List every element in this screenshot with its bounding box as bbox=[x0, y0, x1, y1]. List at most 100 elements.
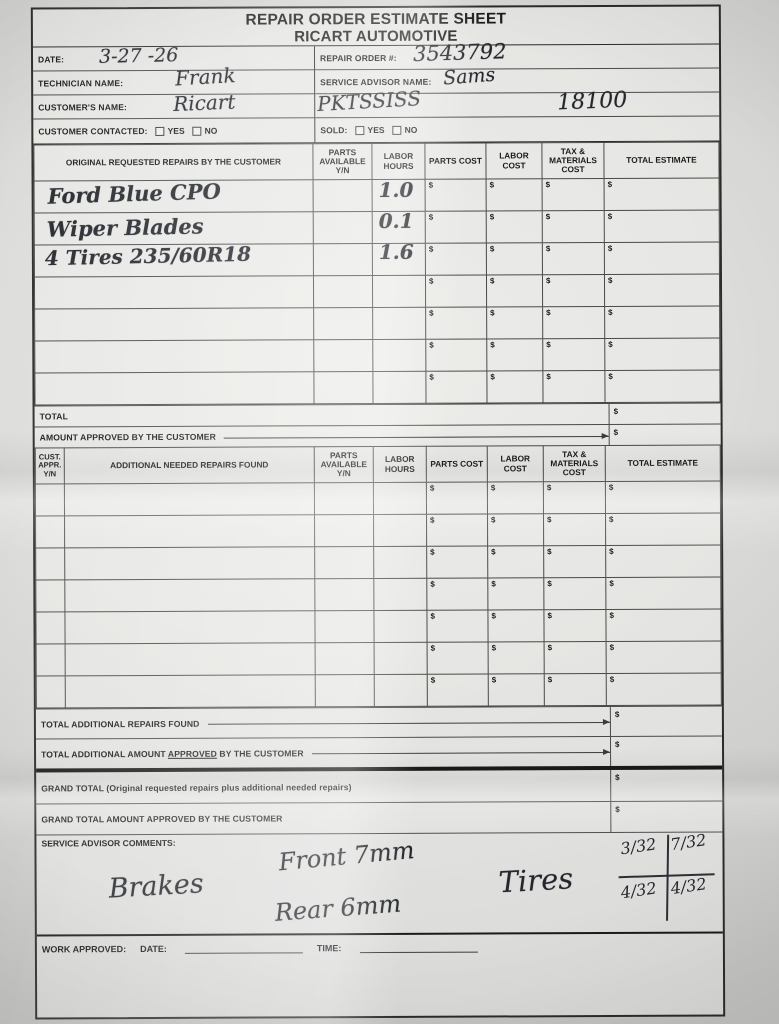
cell-total-estimate[interactable] bbox=[604, 306, 720, 339]
total-additional-approved-value[interactable] bbox=[609, 736, 723, 766]
cell-parts-available[interactable] bbox=[314, 546, 374, 579]
cell-total-estimate[interactable] bbox=[605, 577, 721, 610]
cell-labor-cost[interactable] bbox=[486, 274, 543, 308]
cell-labor-cost[interactable] bbox=[487, 513, 544, 547]
cell-description[interactable] bbox=[34, 275, 314, 309]
cell-description[interactable] bbox=[64, 546, 315, 580]
table-row[interactable] bbox=[36, 641, 722, 676]
cell-labor-hours[interactable] bbox=[372, 371, 427, 404]
cell-tax-materials-cost[interactable] bbox=[542, 338, 605, 371]
cell-labor-hours[interactable] bbox=[372, 275, 426, 308]
cell-parts-cost[interactable] bbox=[425, 275, 487, 308]
original-approved-value[interactable] bbox=[608, 424, 721, 445]
cell-description[interactable] bbox=[64, 610, 316, 644]
cell-total-estimate[interactable] bbox=[604, 274, 720, 307]
cell-tax-materials-cost[interactable] bbox=[542, 242, 605, 275]
cell-description[interactable] bbox=[64, 578, 315, 612]
cell-parts-cost[interactable] bbox=[427, 674, 489, 707]
cell-parts-available[interactable] bbox=[315, 642, 375, 675]
cell-labor-hours[interactable] bbox=[372, 339, 426, 372]
cell-tax-materials-cost[interactable] bbox=[543, 545, 606, 578]
cell-parts-available[interactable] bbox=[315, 674, 375, 707]
cell-labor-hours[interactable] bbox=[372, 307, 426, 340]
cell-labor-cost[interactable] bbox=[486, 242, 543, 276]
cell-description[interactable]: 4 Tires 235/60R18 bbox=[34, 242, 314, 277]
cell-cust-appr[interactable] bbox=[35, 515, 65, 548]
cell-parts-cost[interactable] bbox=[425, 339, 487, 372]
cell-parts-available[interactable] bbox=[314, 610, 375, 643]
cell-labor-hours[interactable] bbox=[374, 642, 428, 675]
table-row[interactable] bbox=[34, 274, 720, 309]
cell-labor-hours[interactable] bbox=[373, 578, 427, 611]
total-additional-repairs-value[interactable] bbox=[609, 706, 722, 736]
cell-description[interactable] bbox=[64, 482, 315, 516]
cell-cust-appr[interactable] bbox=[35, 579, 65, 612]
work-approved-date-input[interactable] bbox=[184, 943, 303, 954]
cell-parts-cost[interactable] bbox=[427, 642, 489, 675]
cell-parts-available[interactable] bbox=[314, 482, 374, 515]
cell-total-estimate[interactable] bbox=[604, 210, 720, 243]
table-row[interactable]: 4 Tires 235/60R18 1.6 bbox=[34, 240, 720, 277]
table-row[interactable] bbox=[34, 306, 720, 341]
cell-labor-hours[interactable]: 0.1 bbox=[372, 209, 426, 244]
table-row[interactable]: Ford Blue CPO 1.0 bbox=[34, 178, 720, 213]
cell-parts-cost[interactable] bbox=[425, 211, 487, 244]
cell-parts-available[interactable] bbox=[313, 211, 373, 244]
cell-parts-available[interactable] bbox=[313, 371, 374, 404]
cell-labor-hours[interactable] bbox=[373, 546, 427, 579]
cell-parts-cost[interactable] bbox=[426, 482, 488, 515]
table-row[interactable] bbox=[34, 370, 721, 405]
original-total-value[interactable] bbox=[608, 403, 721, 424]
cell-parts-available[interactable] bbox=[313, 243, 373, 276]
cell-description[interactable] bbox=[34, 371, 315, 405]
cell-tax-materials-cost[interactable] bbox=[543, 577, 606, 610]
cell-labor-cost[interactable] bbox=[486, 338, 543, 372]
cell-total-estimate[interactable] bbox=[604, 178, 720, 211]
sold-no-checkbox[interactable] bbox=[392, 125, 402, 135]
cell-labor-cost[interactable] bbox=[486, 178, 543, 212]
cell-labor-cost[interactable] bbox=[486, 210, 543, 244]
cell-parts-cost[interactable] bbox=[426, 578, 488, 611]
cell-parts-cost[interactable] bbox=[425, 307, 487, 340]
cell-total-estimate[interactable] bbox=[605, 513, 721, 546]
table-row[interactable] bbox=[36, 673, 722, 708]
cell-cust-appr[interactable] bbox=[35, 547, 65, 580]
cell-labor-cost[interactable] bbox=[488, 641, 545, 675]
cell-tax-materials-cost[interactable] bbox=[543, 481, 606, 514]
cell-cust-appr[interactable] bbox=[35, 483, 65, 516]
table-row[interactable] bbox=[35, 577, 721, 612]
cell-labor-cost[interactable] bbox=[488, 673, 545, 707]
cell-cust-appr[interactable] bbox=[36, 643, 66, 676]
cell-total-estimate[interactable] bbox=[606, 641, 722, 674]
cell-parts-available[interactable] bbox=[313, 275, 373, 308]
field-parts-code-row[interactable]: PKTSSISS 18100 bbox=[315, 86, 720, 119]
field-date[interactable]: DATE: 3-27 -26 bbox=[32, 44, 315, 72]
cell-total-estimate[interactable] bbox=[604, 370, 721, 403]
table-row[interactable]: Wiper Blades 0.1 bbox=[34, 209, 720, 245]
cell-labor-hours[interactable] bbox=[373, 482, 427, 515]
cell-labor-cost[interactable] bbox=[487, 481, 544, 515]
cell-total-estimate[interactable] bbox=[604, 338, 720, 371]
cell-total-estimate[interactable] bbox=[605, 609, 722, 642]
field-service-advisor-name[interactable]: SERVICE ADVISOR NAME: Sams bbox=[315, 64, 720, 95]
cell-tax-materials-cost[interactable] bbox=[544, 673, 607, 706]
cell-total-estimate[interactable] bbox=[606, 673, 722, 706]
customer-contacted-yes-checkbox[interactable] bbox=[155, 126, 165, 136]
cell-parts-available[interactable] bbox=[314, 578, 374, 611]
grand-total-approved-value[interactable] bbox=[610, 801, 723, 832]
cell-parts-available[interactable] bbox=[313, 339, 373, 372]
cell-labor-cost[interactable] bbox=[487, 609, 545, 643]
cell-parts-available[interactable] bbox=[314, 514, 374, 547]
table-row[interactable] bbox=[34, 338, 720, 373]
cell-labor-cost[interactable] bbox=[487, 545, 544, 579]
cell-description[interactable]: Ford Blue CPO bbox=[34, 178, 314, 213]
cell-labor-hours[interactable]: 1.0 bbox=[372, 178, 426, 212]
cell-tax-materials-cost[interactable] bbox=[542, 210, 605, 243]
table-row[interactable] bbox=[35, 513, 721, 548]
cell-labor-cost[interactable] bbox=[486, 306, 543, 340]
cell-parts-cost[interactable] bbox=[425, 371, 488, 404]
sold-yes-checkbox[interactable] bbox=[355, 125, 365, 135]
cell-description[interactable] bbox=[34, 339, 314, 373]
service-advisor-comments[interactable]: SERVICE ADVISOR COMMENTS: Brakes Front 7… bbox=[36, 830, 723, 935]
cell-cust-appr[interactable] bbox=[36, 675, 66, 708]
